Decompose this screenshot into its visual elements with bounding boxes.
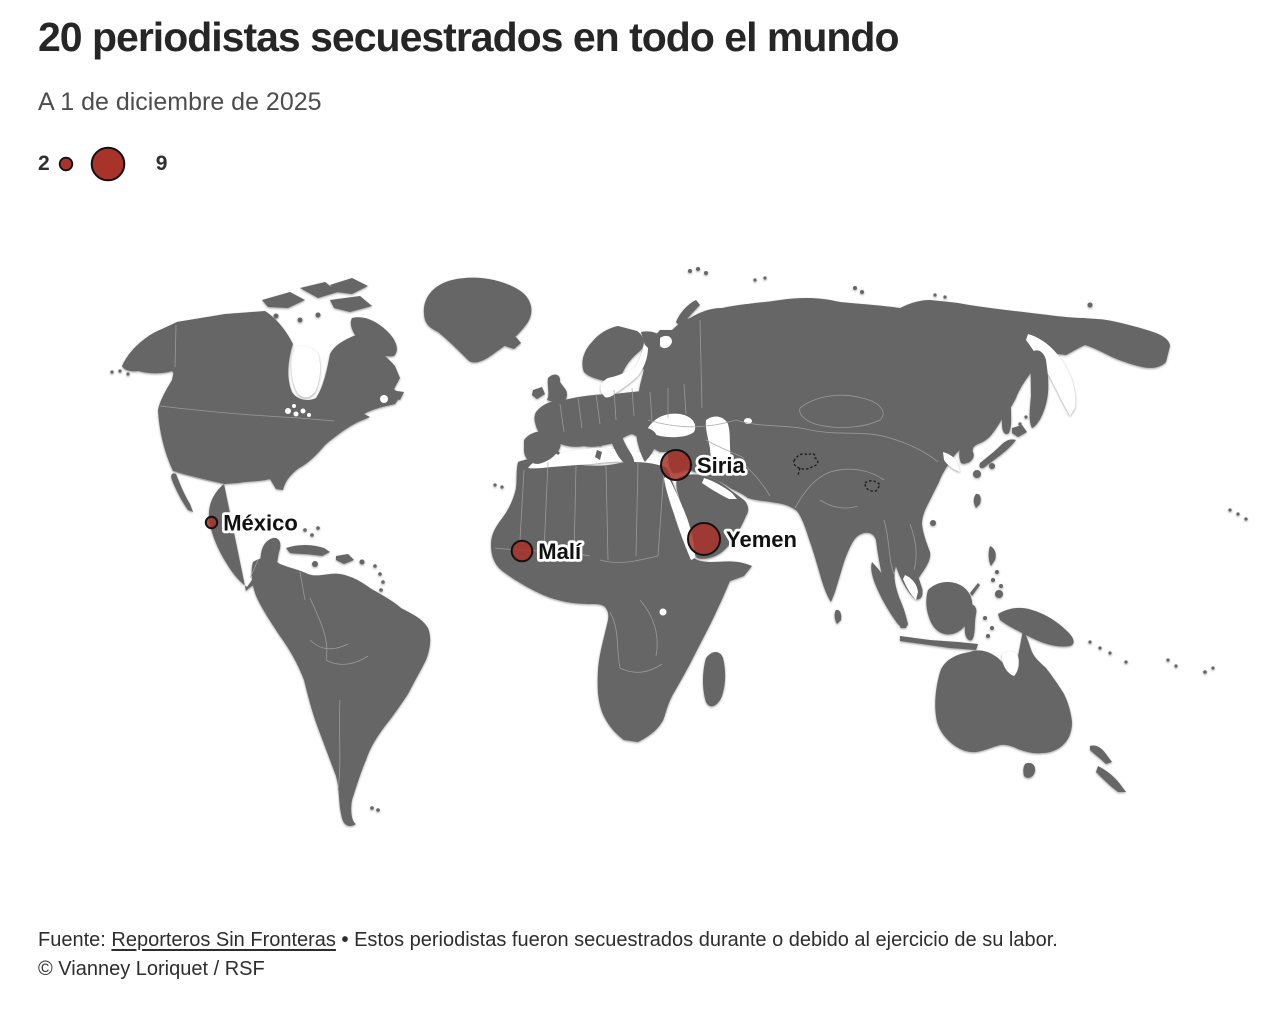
landmass xyxy=(110,267,1248,826)
source-link[interactable]: Reporteros Sin Fronteras xyxy=(111,929,336,951)
marker-mexico[interactable] xyxy=(204,515,219,530)
page-title: 20 periodistas secuestrados en todo el m… xyxy=(38,14,900,60)
legend-max-circle xyxy=(90,146,125,182)
marker-siria[interactable] xyxy=(660,449,692,481)
source-label: Fuente: xyxy=(38,929,112,951)
markers-layer: México Malí Siria Yemen xyxy=(204,449,800,567)
credit-line: © Vianney Loriquet / RSF xyxy=(38,958,265,980)
marker-label-mexico: México xyxy=(223,511,298,536)
footer-note: Estos periodistas fueron secuestrados du… xyxy=(354,929,1058,951)
marker-mali[interactable] xyxy=(510,539,534,563)
page-subtitle: A 1 de diciembre de 2025 xyxy=(38,88,322,116)
marker-label-mali: Malí xyxy=(538,539,582,564)
legend-max-label: 9 xyxy=(155,152,168,175)
marker-yemen[interactable] xyxy=(687,522,721,556)
legend-min-label: 2 xyxy=(38,152,50,175)
disputed-borders xyxy=(792,452,881,492)
marker-label-yemen: Yemen xyxy=(726,527,797,552)
marker-label-siria: Siria xyxy=(697,453,745,478)
footer: Fuente: Reporteros Sin Fronteras • Estos… xyxy=(38,926,1058,984)
legend-bubbles xyxy=(58,146,125,182)
bubble-size-legend: 2 9 xyxy=(38,144,167,184)
legend-min-circle xyxy=(58,156,73,172)
separator: • xyxy=(335,929,355,951)
source-line: Fuente: Reporteros Sin Fronteras • Estos… xyxy=(38,926,1058,955)
country-borders xyxy=(159,319,939,791)
